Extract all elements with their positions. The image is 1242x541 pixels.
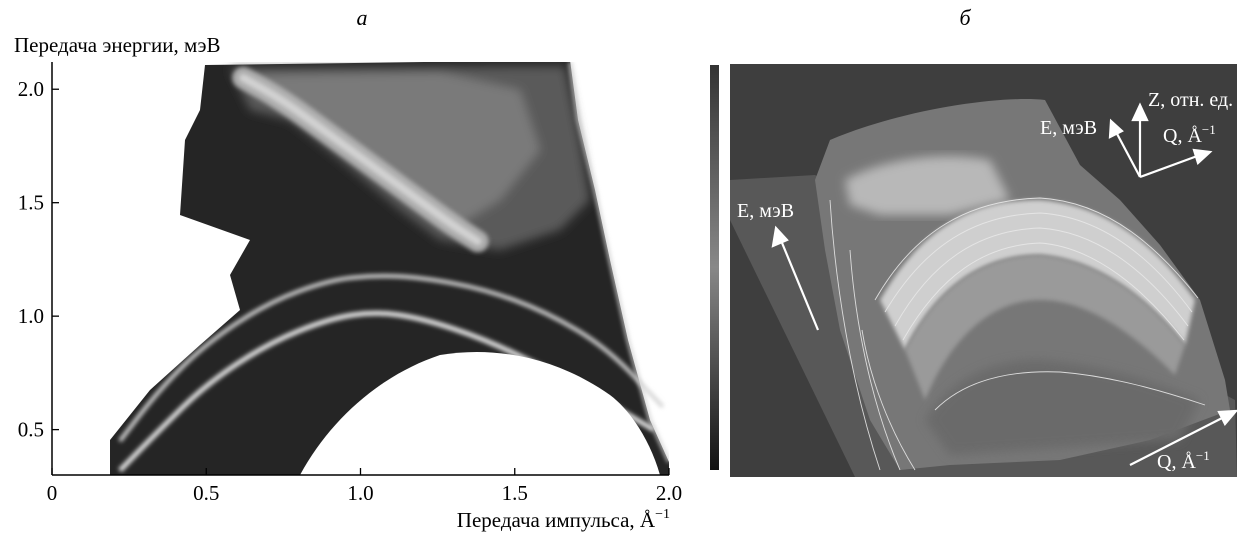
y-tick-label: 0.5 (18, 418, 44, 442)
contour-lines (829, 197, 1206, 471)
axis-q-top-label: Q, Å−1 (1163, 122, 1216, 147)
upper-branch (118, 274, 665, 443)
heatmap (110, 62, 669, 475)
axis-arrows (771, 102, 1239, 466)
colorbar (710, 65, 719, 470)
y-tick-label: 1.5 (18, 191, 44, 215)
axis-q-top-sup: −1 (1202, 122, 1216, 137)
y-tick-label: 2.0 (18, 77, 44, 101)
axis-q-bottom-label: Q, Å−1 (1157, 448, 1210, 473)
axis-z-label: Z, отн. ед. (1148, 89, 1233, 111)
x-ticks: 0 0.5 1.0 1.5 2.0 (47, 468, 682, 505)
axis-e-side-label: E, мэВ (737, 200, 794, 222)
y-tick-label: 1.0 (18, 304, 44, 328)
y-ticks: 0.5 1.0 1.5 2.0 (18, 77, 59, 442)
left-edge-stripe (568, 62, 669, 463)
upper-structure (230, 66, 590, 250)
surface (815, 99, 1230, 471)
bright-ridge-core (239, 73, 482, 246)
x-tick-label: 0 (47, 481, 58, 505)
x-axis-label-sup: −1 (655, 507, 670, 522)
panel-b: б (710, 5, 1239, 477)
x-tick-label: 1.5 (502, 481, 528, 505)
axis-q-top-text: Q, Å (1163, 125, 1202, 147)
panel-b-letter: б (959, 5, 971, 30)
x-tick-label: 0.5 (193, 481, 219, 505)
axis-q-bottom-sup: −1 (1196, 448, 1210, 463)
panel-a: а Передача энергии, мэВ 0 0.5 1.0 1.5 2.0 0.… (14, 5, 682, 532)
empty-region (300, 351, 660, 475)
panel-a-letter: а (357, 5, 368, 30)
x-tick-label: 2.0 (656, 481, 682, 505)
y-axis-label: Передача энергии, мэВ (14, 33, 221, 57)
surface-arch (880, 200, 1195, 350)
axis-e-top-label: E, мэВ (1040, 117, 1097, 139)
surface-arch-inner (905, 255, 1185, 400)
axis-q-bottom-text: Q, Å (1157, 451, 1196, 473)
x-axis-label-text: Передача импульса, Å (457, 508, 656, 532)
x-axis-label: Передача импульса, Å−1 (457, 507, 670, 532)
surface-bright-top (845, 156, 1010, 215)
x-tick-label: 1.0 (347, 481, 373, 505)
